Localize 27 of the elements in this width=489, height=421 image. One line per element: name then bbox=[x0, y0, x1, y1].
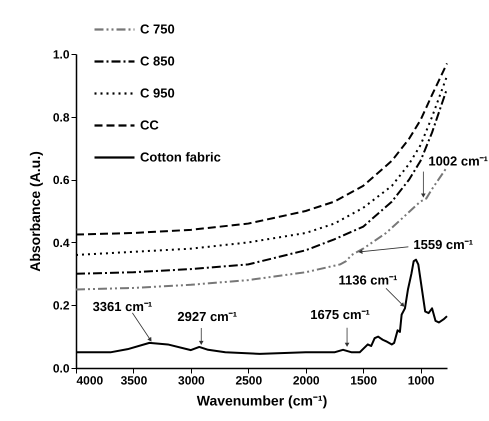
legend-label: CC bbox=[140, 118, 160, 132]
legend-label: C 850 bbox=[140, 54, 175, 68]
x-tick-label: 1500 bbox=[350, 374, 378, 388]
legend-label: C 750 bbox=[140, 22, 175, 36]
y-tick-label: 0.4 bbox=[52, 236, 70, 250]
line-series bbox=[75, 166, 448, 290]
legend-label: Cotton fabric bbox=[140, 150, 221, 164]
annotation: 1675 cm⁻¹ bbox=[310, 306, 370, 322]
x-tick-label: 2000 bbox=[292, 374, 320, 388]
x-tick-label: 1000 bbox=[408, 374, 435, 388]
x-axis-title: Wavenumber (cm⁻¹) bbox=[196, 392, 328, 408]
annotation: 1136 cm⁻¹ bbox=[338, 272, 398, 288]
y-tick-label: 1.0 bbox=[52, 48, 70, 62]
annotation: 1559 cm⁻¹ bbox=[413, 236, 474, 252]
annotation: 1002 cm⁻¹ bbox=[428, 154, 488, 169]
annotation: 3361 cm⁻¹ bbox=[92, 298, 152, 314]
x-tick-label: 3000 bbox=[178, 374, 206, 388]
y-tick-label: 0.2 bbox=[52, 298, 70, 313]
x-tick-label: 3500 bbox=[120, 374, 148, 388]
y-tick-label: 0.6 bbox=[52, 173, 70, 188]
y-tick-label: 0.0 bbox=[52, 362, 70, 376]
x-tick-label: 4000 bbox=[76, 374, 104, 388]
legend-label: C 950 bbox=[140, 86, 175, 100]
y-axis-title: Absorbance (A.u.) bbox=[26, 151, 43, 272]
annotation: 2927 cm⁻¹ bbox=[177, 308, 238, 324]
y-tick-label: 0.8 bbox=[52, 110, 70, 124]
x-tick-label: 2500 bbox=[235, 374, 262, 388]
